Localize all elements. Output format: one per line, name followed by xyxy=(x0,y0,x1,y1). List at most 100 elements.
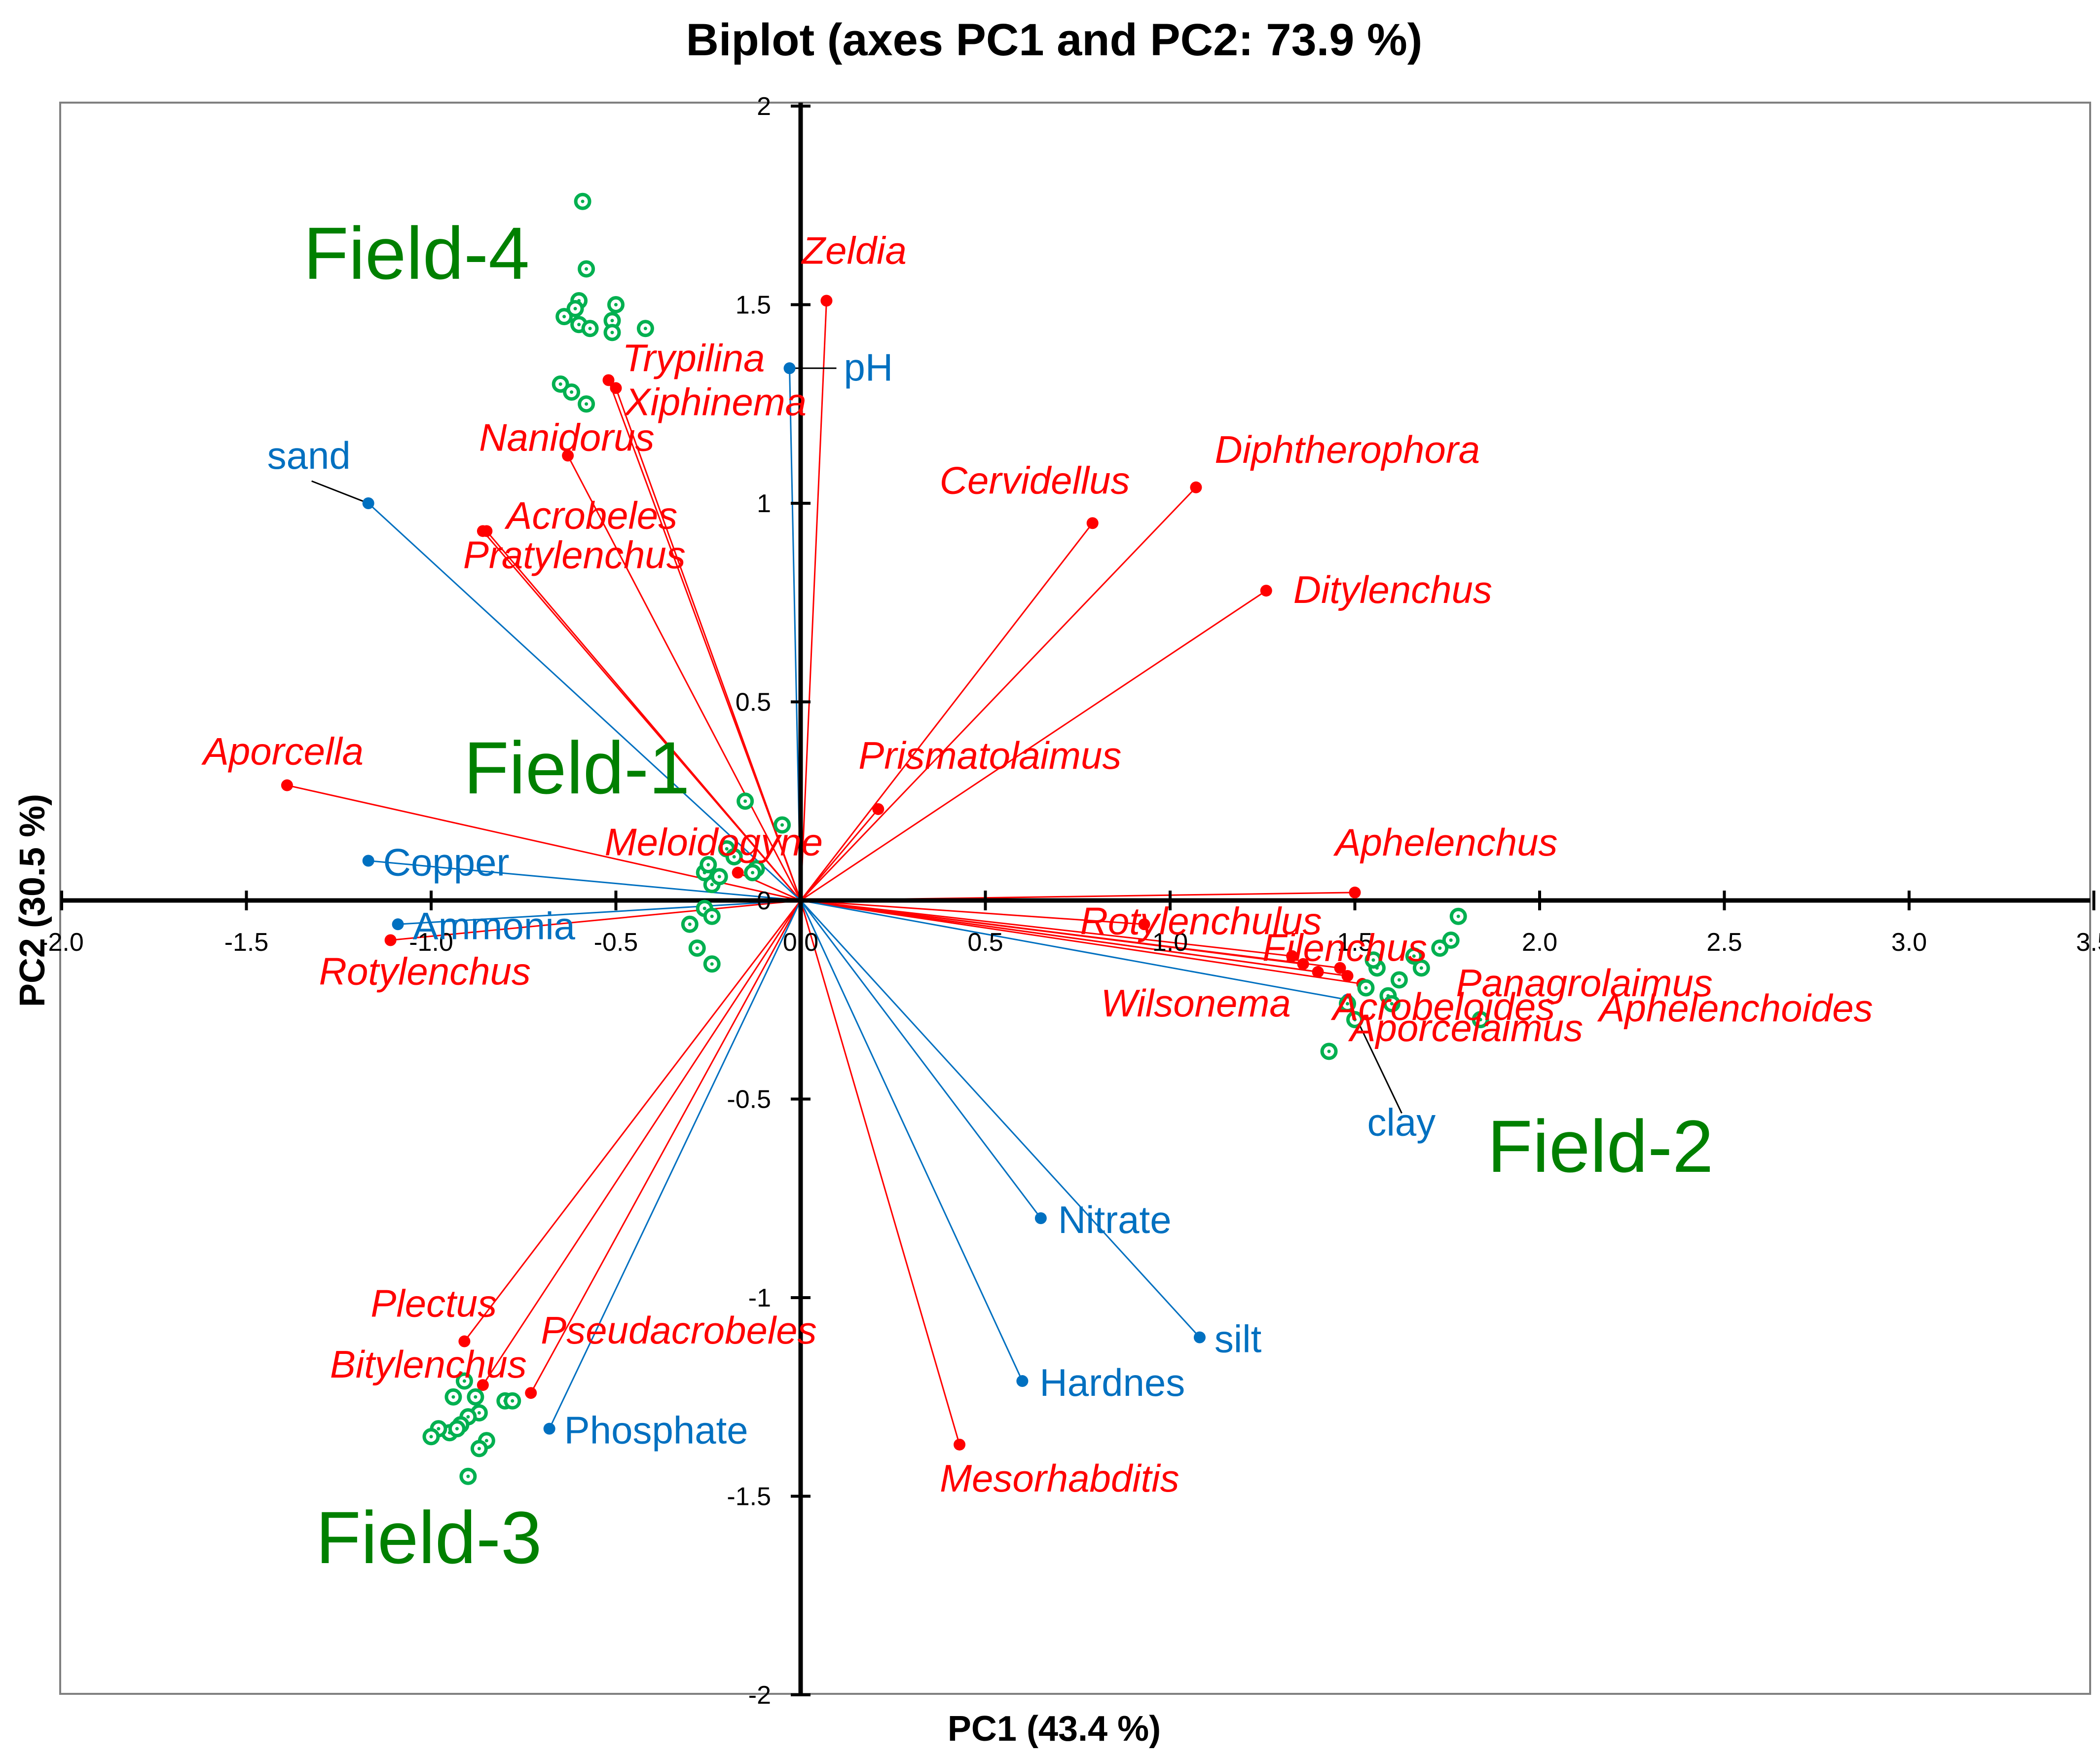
env-point-silt xyxy=(1193,1331,1206,1344)
site-point-center-field-2-11 xyxy=(1478,1018,1482,1021)
site-point-center-field-4-8 xyxy=(610,331,614,335)
env-point-nitrate xyxy=(1034,1212,1047,1224)
species-point-xiphinema xyxy=(610,382,622,394)
env-vector-nitrate xyxy=(800,900,1042,1219)
x-tick-label-9: 2.5 xyxy=(1706,928,1742,957)
species-label-wilsonema: Wilsonema xyxy=(1101,981,1291,1025)
species-label-rotylenchus: Rotylenchus xyxy=(319,950,531,993)
env-label-phosphate: Phosphate xyxy=(564,1409,748,1452)
env-vector-ammonia xyxy=(398,899,801,925)
field-label-field-2: Field-2 xyxy=(1487,1105,1714,1188)
species-vector-prismatolaimus xyxy=(800,808,879,901)
y-tick-label-1: -1.5 xyxy=(727,1483,771,1511)
site-point-center-field-4-0 xyxy=(581,199,585,203)
site-point-center-field-4-4 xyxy=(577,323,581,327)
env-label-copper: Copper xyxy=(383,841,510,884)
site-point-center-field-4-3 xyxy=(562,315,566,319)
species-point-pseudacrobeles xyxy=(525,1387,537,1399)
site-point-center-field-2-8 xyxy=(1346,1002,1350,1006)
site-point-center-field-2-9 xyxy=(1353,1018,1357,1021)
site-point-center-field-1-6 xyxy=(706,863,710,867)
env-point-hardnes xyxy=(1016,1375,1029,1387)
species-vector-pratylenchus xyxy=(482,530,802,901)
species-vector-ditylenchus xyxy=(800,590,1267,901)
site-point-center-field-3-10 xyxy=(477,1447,481,1451)
env-vector-silt xyxy=(800,899,1201,1338)
x-tick-label-0: -2.0 xyxy=(39,928,84,957)
site-point-center-field-3-0 xyxy=(462,1379,466,1383)
site-point-center-field-3-12 xyxy=(511,1399,515,1403)
site-point-center-field-1-0 xyxy=(743,799,747,803)
species-point-prismatolaimus xyxy=(872,803,884,815)
site-point-center-field-1-14 xyxy=(751,871,755,875)
species-point-bitylenchus xyxy=(477,1379,489,1391)
site-point-center-field-2-0 xyxy=(1456,914,1460,918)
x-tick-label-10: 3.0 xyxy=(1891,928,1927,957)
env-label-nitrate: Nitrate xyxy=(1058,1198,1172,1241)
species-vector-xiphinema xyxy=(615,388,802,901)
species-label-zeldia: Zeldia xyxy=(801,228,906,272)
species-label-panagrolaimus: Panagrolaimus xyxy=(1456,961,1713,1005)
site-point-center-field-3-3 xyxy=(477,1411,481,1415)
species-label-plectus: Plectus xyxy=(370,1282,497,1325)
y-tick-label-5: 0.5 xyxy=(736,688,771,717)
species-label-aporcella: Aporcella xyxy=(201,730,364,773)
species-label-aphelenchoides: Aphelenchoides xyxy=(1597,986,1873,1030)
site-point-center-field-3-14 xyxy=(455,1427,459,1431)
site-point-center-field-3-7 xyxy=(437,1427,441,1431)
species-vector-filenchus xyxy=(800,899,1292,957)
site-point-center-field-4-5 xyxy=(588,327,592,331)
site-point-center-field-2-4 xyxy=(1397,978,1401,982)
y-tick-label-6: 1 xyxy=(757,489,771,518)
site-point-center-field-2-13 xyxy=(1419,966,1423,970)
site-point-center-field-1-8 xyxy=(702,906,706,910)
species-label-rotylenchulus: Rotylenchulus xyxy=(1080,899,1322,942)
site-point-center-field-1-9 xyxy=(710,914,714,918)
species-vector-zeldia xyxy=(800,300,827,901)
site-point-center-field-4-13 xyxy=(573,307,577,311)
x-tick-label-6: 1.0 xyxy=(1152,928,1188,957)
species-label-cervidellus: Cervidellus xyxy=(940,458,1130,502)
site-point-center-field-3-2 xyxy=(474,1395,478,1399)
env-point-copper xyxy=(362,855,374,867)
species-point-panagrolaimus xyxy=(1334,962,1346,974)
field-label-field-3: Field-3 xyxy=(316,1496,542,1579)
site-point-center-field-1-1 xyxy=(780,823,784,827)
species-label-aphelenchus: Aphelenchus xyxy=(1333,821,1558,864)
species-label-ditylenchus: Ditylenchus xyxy=(1293,568,1492,611)
y-tick-label-4: 0 xyxy=(757,887,771,915)
species-point-pratylenchus xyxy=(477,525,489,537)
env-vector-clay xyxy=(800,899,1348,1001)
x-tick-label-8: 2.0 xyxy=(1522,928,1557,957)
site-point-center-field-2-14 xyxy=(1371,958,1375,962)
species-label-acrobeles: Acrobeles xyxy=(504,493,677,537)
site-point-center-field-1-13 xyxy=(732,855,736,859)
species-point-wilsonema xyxy=(1297,958,1309,970)
env-vector-hardnes xyxy=(800,900,1023,1382)
species-point-ditylenchus xyxy=(1260,585,1272,597)
env-vector-sand xyxy=(368,502,802,901)
env-label-ph: pH xyxy=(844,345,893,389)
species-point-rotylenchulus xyxy=(1138,918,1150,931)
species-vector-aporcelaimus xyxy=(800,899,1318,973)
site-point-center-field-1-2 xyxy=(725,847,729,851)
site-point-center-field-1-5 xyxy=(710,883,714,887)
site-point-center-field-2-2 xyxy=(1438,946,1442,950)
env-label-sand: sand xyxy=(267,434,351,477)
site-point-center-field-4-12 xyxy=(585,402,589,406)
site-point-center-field-4-10 xyxy=(558,382,562,386)
species-point-rotylenchus xyxy=(384,934,397,946)
site-point-center-field-2-1 xyxy=(1449,938,1453,942)
x-axis-title: PC1 (43.4 %) xyxy=(948,1709,1161,1749)
species-vector-rotylenchus xyxy=(390,899,801,941)
site-point-center-field-4-11 xyxy=(570,390,574,394)
species-vector-rotylenchulus xyxy=(800,899,1144,925)
x-tick-label-3: -0.5 xyxy=(594,928,638,957)
env-label-clay: clay xyxy=(1367,1100,1436,1144)
species-point-meloidogyne xyxy=(732,866,744,879)
x-tick-label-1: -1.5 xyxy=(224,928,269,957)
field-label-field-4: Field-4 xyxy=(303,212,530,295)
y-tick-label-8: 2 xyxy=(757,92,771,121)
